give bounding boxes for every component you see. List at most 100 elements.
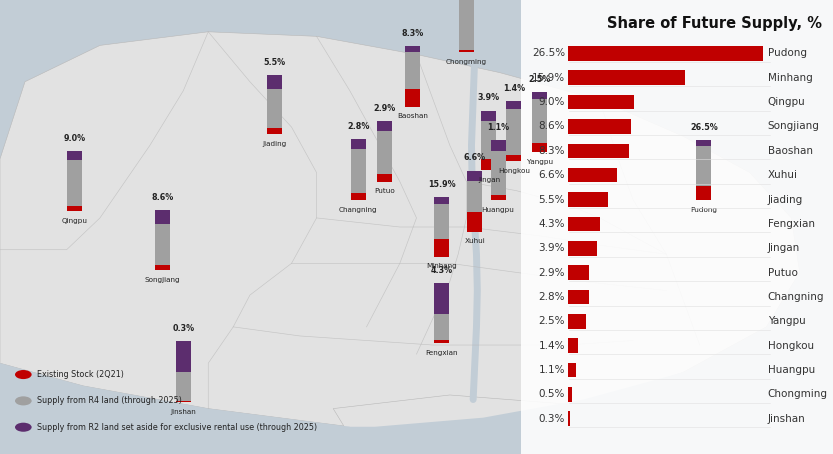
Bar [434,340,449,343]
Bar [467,181,482,212]
Text: Jinshan: Jinshan [171,409,196,415]
Bar [351,139,366,149]
Bar [67,151,82,160]
Text: Hongkou: Hongkou [768,340,814,350]
Text: Share of Future Supply, %: Share of Future Supply, % [607,16,822,31]
Bar [696,140,711,146]
Text: Putuo: Putuo [768,267,797,278]
Text: 0.3%: 0.3% [539,414,565,424]
Text: Yangpu: Yangpu [768,316,806,326]
Text: Pudong: Pudong [768,49,806,59]
Text: 1.4%: 1.4% [538,340,565,350]
Bar [481,121,496,159]
Bar [568,95,634,109]
Text: 15.9%: 15.9% [532,73,565,83]
Text: Changning: Changning [768,292,824,302]
Circle shape [15,396,32,405]
Text: 1.1%: 1.1% [538,365,565,375]
Bar [568,338,578,353]
Text: 3.9%: 3.9% [478,94,500,102]
Text: Baoshan: Baoshan [768,146,813,156]
Bar [568,290,589,304]
Text: 1.1%: 1.1% [487,123,509,132]
Bar [467,212,482,232]
Bar [467,171,482,181]
Text: 4.3%: 4.3% [431,266,452,275]
Bar [434,239,449,257]
Polygon shape [0,32,800,427]
Bar [491,195,506,200]
Text: Xuhui: Xuhui [768,170,798,180]
Text: 6.6%: 6.6% [538,170,565,180]
Bar [696,186,711,200]
Bar [267,75,282,89]
Bar [67,160,82,206]
Bar [351,193,366,200]
Text: Jingan: Jingan [768,243,800,253]
Bar [377,121,392,131]
Text: 8.6%: 8.6% [538,122,565,132]
Text: Minhang: Minhang [426,263,456,269]
Text: 5.5%: 5.5% [264,58,286,67]
Bar [568,387,571,402]
Bar [506,101,521,109]
Text: 0.5%: 0.5% [539,390,565,400]
Bar [155,210,170,224]
Bar [532,92,547,99]
Bar [568,217,600,231]
Polygon shape [333,395,583,449]
Text: Minhang: Minhang [768,73,812,83]
Bar [434,197,449,204]
Text: Qingpu: Qingpu [62,218,88,224]
Bar [568,46,763,61]
Text: 9.0%: 9.0% [64,133,86,143]
Bar [481,110,496,121]
Bar [351,149,366,193]
Text: Jiading: Jiading [262,141,287,147]
Bar [405,46,420,52]
Polygon shape [0,363,833,454]
Text: Chongming: Chongming [446,59,487,65]
Bar [568,168,616,183]
Text: Fengxian: Fengxian [768,219,815,229]
Text: Huangpu: Huangpu [481,207,515,212]
Text: 4.3%: 4.3% [538,219,565,229]
Bar [568,70,685,85]
Bar [176,400,191,402]
Bar [521,0,833,454]
Text: Jinshan: Jinshan [768,414,806,424]
Text: 0.3%: 0.3% [172,324,194,333]
Bar [67,206,82,211]
Bar [568,314,586,329]
Text: 2.8%: 2.8% [347,122,369,131]
Text: Qingpu: Qingpu [768,97,806,107]
Bar [155,265,170,270]
Bar [176,341,191,372]
Bar [434,314,449,340]
Bar [568,241,596,256]
Text: 8.6%: 8.6% [152,193,173,202]
Bar [405,89,420,107]
Text: 8.3%: 8.3% [538,146,565,156]
Bar [506,109,521,155]
Bar [434,204,449,239]
Text: Xuhui: Xuhui [465,238,485,244]
Bar [532,143,547,152]
Bar [459,0,474,49]
Text: Huangpu: Huangpu [768,365,815,375]
Text: 2.5%: 2.5% [529,74,551,84]
Bar [434,283,449,314]
Text: Changning: Changning [339,207,377,212]
Bar [568,119,631,134]
Polygon shape [0,363,350,454]
Text: Jiading: Jiading [768,194,803,205]
Bar [696,146,711,186]
Bar [481,159,496,170]
Text: 1.4%: 1.4% [503,84,525,93]
Bar [267,89,282,128]
Bar [568,265,589,280]
Bar [176,372,191,400]
Text: Jingan: Jingan [478,177,500,183]
Text: Supply from R2 land set aside for exclusive rental use (through 2025): Supply from R2 land set aside for exclus… [37,423,317,432]
Text: Hongkou: Hongkou [498,168,530,174]
